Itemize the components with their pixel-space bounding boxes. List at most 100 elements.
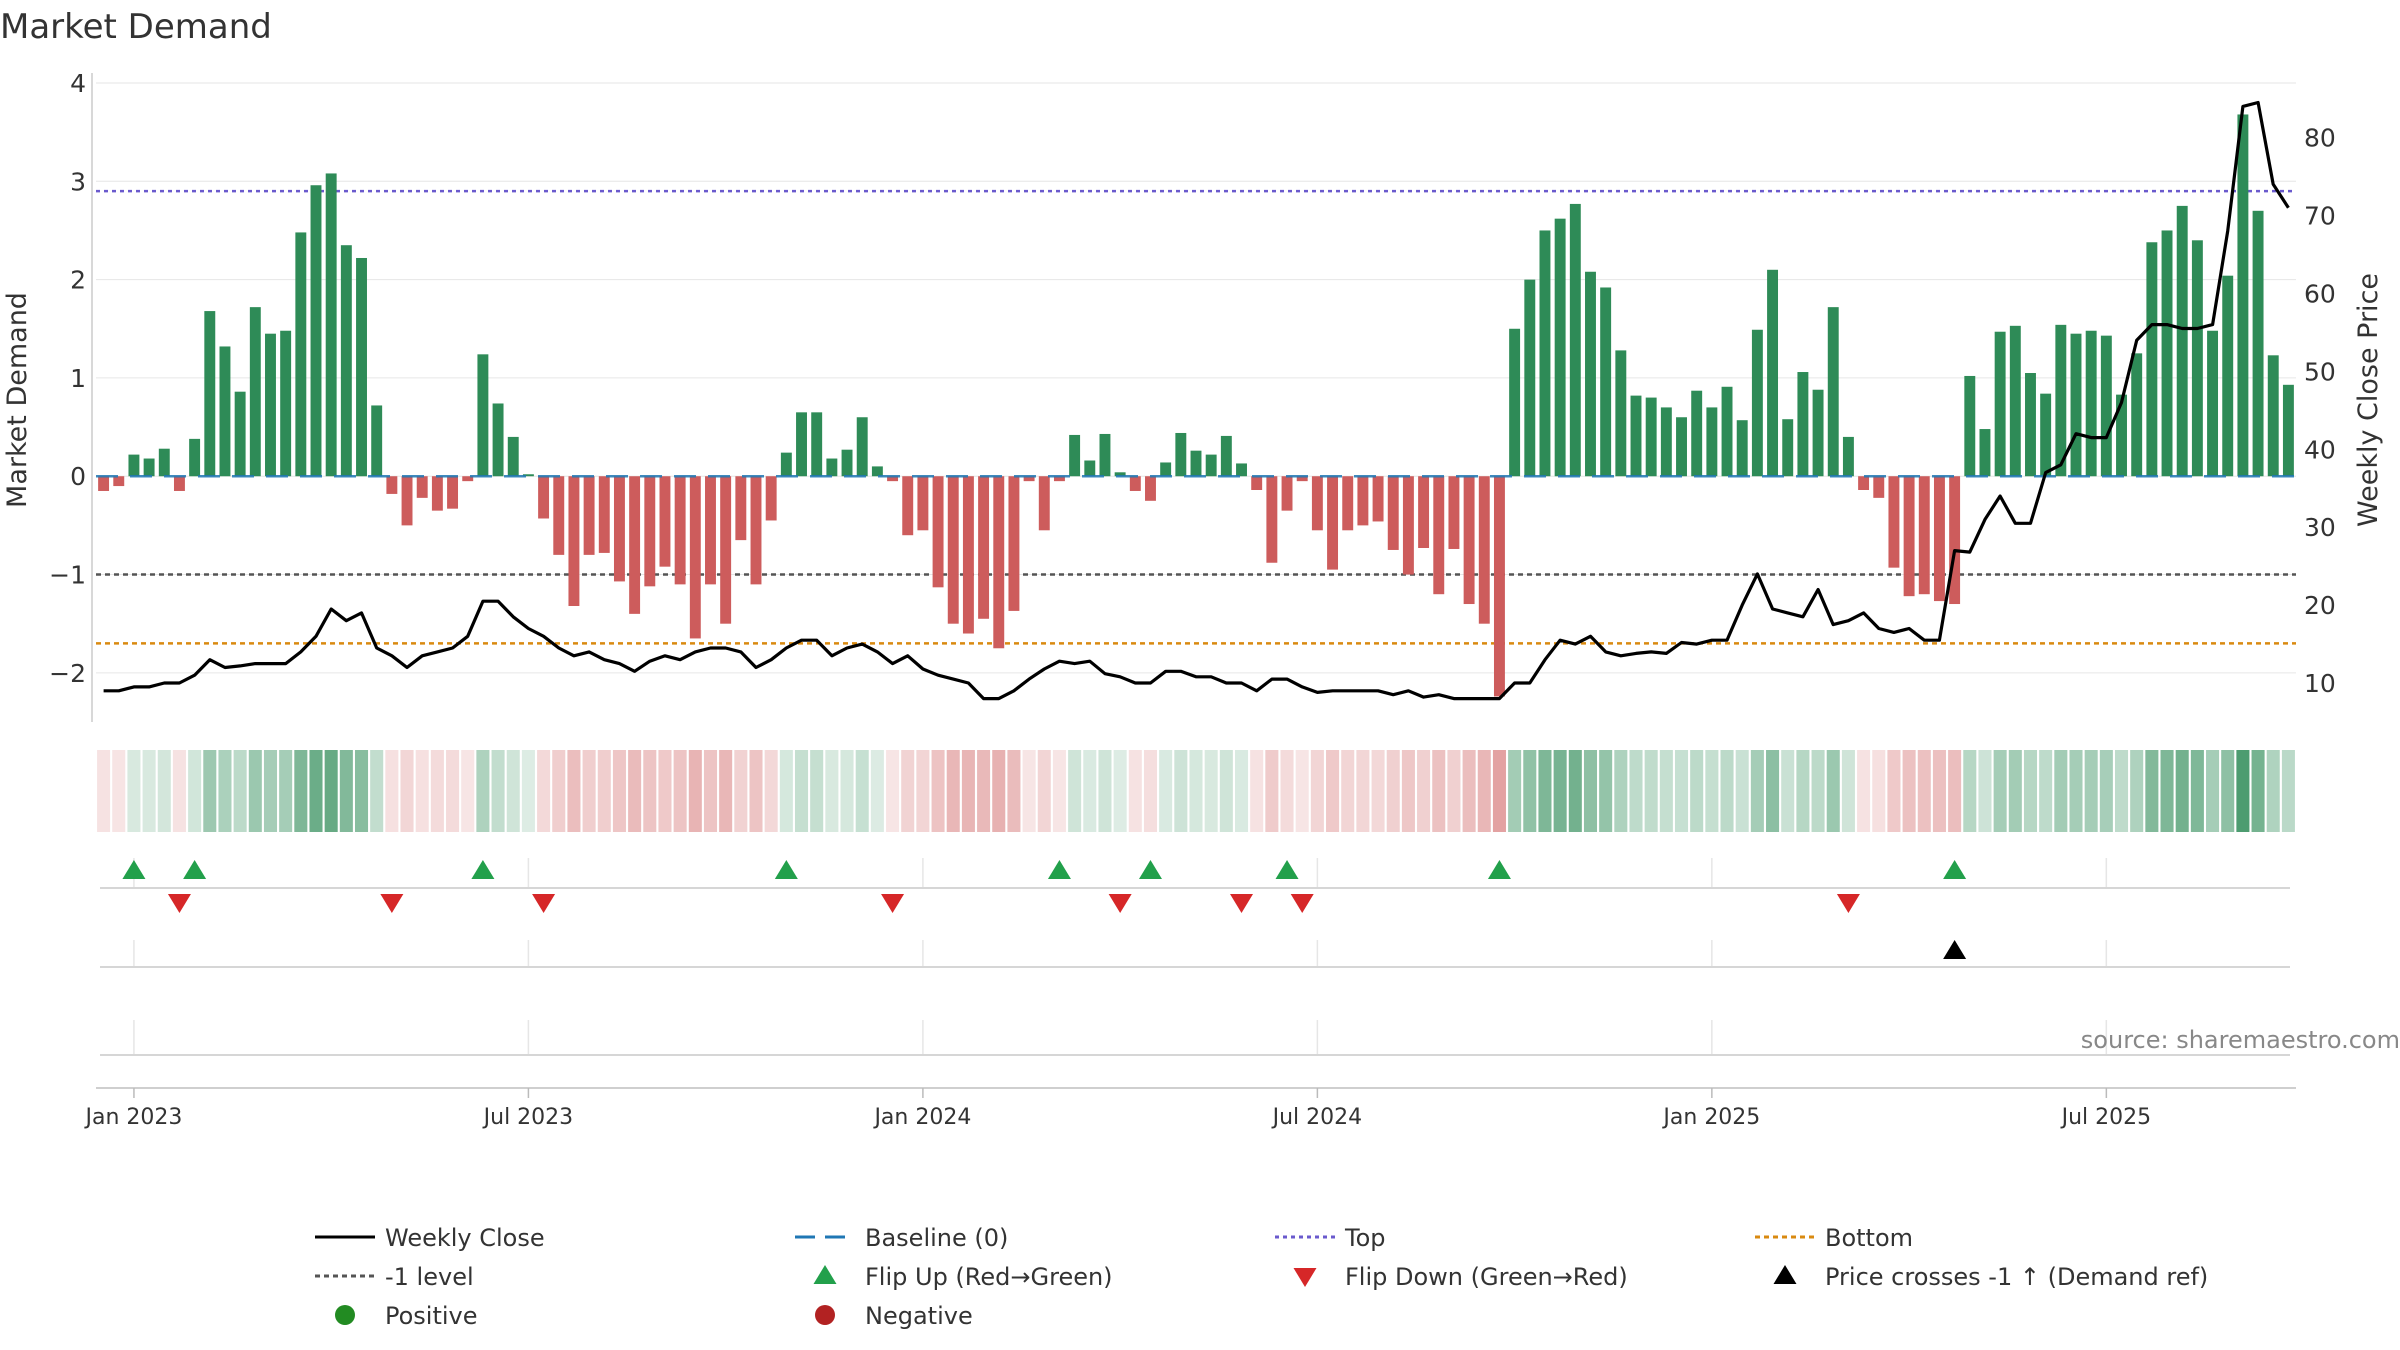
heat-cell <box>2099 750 2113 832</box>
heat-cell <box>2084 750 2098 832</box>
demand-bar-positive <box>2222 275 2234 477</box>
demand-bar-positive <box>1069 434 1081 477</box>
heat-cell <box>2251 750 2265 832</box>
heat-cell <box>1857 750 1871 832</box>
heat-cell <box>1872 750 1886 832</box>
demand-bar-positive <box>1190 450 1202 477</box>
heat-cell <box>1128 750 1142 832</box>
demand-bar-positive <box>1676 417 1687 477</box>
y-tick-label: 3 <box>70 167 86 196</box>
heat-cell <box>1963 750 1977 832</box>
x-tick-label: Jul 2025 <box>2060 1105 2152 1130</box>
heat-cell <box>461 750 475 832</box>
heat-cell <box>2145 750 2159 832</box>
heat-cell <box>1948 750 1962 832</box>
legend-item-flip-up: Flip Up (Red→Green) <box>813 1263 1113 1291</box>
demand-bar-positive <box>143 458 155 477</box>
y-tick-label: 2 <box>70 266 86 295</box>
demand-bar-negative <box>887 476 899 482</box>
demand-bar-negative <box>447 476 459 509</box>
legend-label: Baseline (0) <box>865 1224 1008 1252</box>
heat-cell <box>1295 750 1309 832</box>
demand-bar-negative <box>1311 476 1323 531</box>
y2-tick-label: 70 <box>2304 201 2336 230</box>
heat-cell <box>188 750 202 832</box>
demand-bar-positive <box>2085 330 2097 477</box>
legend-item-top: Top <box>1275 1224 1386 1252</box>
flip-down-marker <box>1230 894 1254 913</box>
heat-cell <box>582 750 596 832</box>
x-tick-label: Jan 2024 <box>872 1105 971 1130</box>
heat-cell <box>1432 750 1446 832</box>
heat-cell <box>127 750 141 832</box>
demand-bar-negative <box>1873 476 1885 498</box>
heat-cell <box>1644 750 1658 832</box>
legend-swatch <box>1293 1268 1317 1287</box>
demand-bar-negative <box>705 476 716 585</box>
demand-bar-negative <box>735 476 747 541</box>
demand-bar-negative <box>947 476 959 624</box>
heat-cell <box>2281 750 2295 832</box>
legend-item-minus-one: -1 level <box>315 1263 474 1291</box>
demand-bar-negative <box>1145 476 1156 501</box>
heat-cell <box>1629 750 1643 832</box>
x-tick-label: Jan 2023 <box>83 1105 182 1130</box>
heat-cell <box>2023 750 2038 832</box>
heat-cell <box>1159 750 1173 832</box>
flip-down-marker <box>167 894 191 913</box>
heat-cell <box>1690 750 1704 832</box>
demand-bar-positive <box>1660 407 1672 477</box>
legend-label: -1 level <box>385 1263 474 1291</box>
heat-cell <box>612 750 626 832</box>
y2-tick-label: 60 <box>2304 279 2336 308</box>
heat-cell <box>1583 750 1598 832</box>
heat-cell <box>688 750 702 832</box>
heat-cell <box>1371 750 1385 832</box>
legend-item-flip-down: Flip Down (Green→Red) <box>1293 1263 1628 1291</box>
heat-cell <box>1902 750 1916 832</box>
demand-bar-positive <box>1160 462 1172 477</box>
demand-bar-positive <box>780 452 792 477</box>
legend-swatch <box>1773 1265 1797 1284</box>
y2-tick-label: 20 <box>2304 591 2336 620</box>
demand-bar-positive <box>2207 330 2219 477</box>
demand-bar-positive <box>280 330 292 477</box>
demand-bar-positive <box>492 403 504 477</box>
demand-bar-positive <box>128 454 140 477</box>
heat-cell <box>248 750 262 832</box>
heat-cell <box>294 750 308 832</box>
demand-bar-positive <box>1812 389 1824 477</box>
demand-bar-positive <box>1509 328 1521 477</box>
demand-bar-negative <box>553 476 565 555</box>
heat-cell <box>233 750 247 832</box>
x-tick-label: Jul 2023 <box>482 1105 574 1130</box>
demand-bar-negative <box>583 476 595 555</box>
demand-bar-negative <box>902 476 914 536</box>
legend-item-weekly-close: Weekly Close <box>315 1224 545 1252</box>
demand-bar-positive <box>2237 114 2249 477</box>
demand-bar-positive <box>2191 240 2203 477</box>
heat-cell <box>415 750 429 832</box>
x-axis: Jan 2023 Jul 2023 Jan 2024 Jul 2024 Jan 2025… <box>83 1087 2296 1130</box>
demand-bar-negative <box>1342 476 1354 531</box>
demand-bar-negative <box>1933 476 1945 602</box>
demand-bar-negative <box>962 476 974 634</box>
heat-cell <box>597 750 611 832</box>
demand-bar-positive <box>371 405 383 477</box>
weekly-close-line <box>103 100 2290 701</box>
heat-cell <box>992 750 1006 832</box>
heat-cell <box>2008 750 2022 832</box>
y2-axis-label: Weekly Close Price <box>2353 273 2384 527</box>
demand-bar-negative <box>1949 476 1961 605</box>
heat-cell <box>1250 750 1264 832</box>
demand-bar-negative <box>538 476 550 519</box>
heat-cell <box>157 750 171 832</box>
demand-bar-positive <box>2161 230 2173 477</box>
demand-bar-negative <box>1387 476 1399 550</box>
heat-cell <box>734 750 748 832</box>
chart-title: Market Demand <box>0 7 272 47</box>
legend-item-bottom: Bottom <box>1755 1224 1913 1252</box>
flip-up-marker <box>774 860 798 879</box>
demand-bar-negative <box>1463 476 1475 605</box>
demand-bar-positive <box>871 466 883 477</box>
